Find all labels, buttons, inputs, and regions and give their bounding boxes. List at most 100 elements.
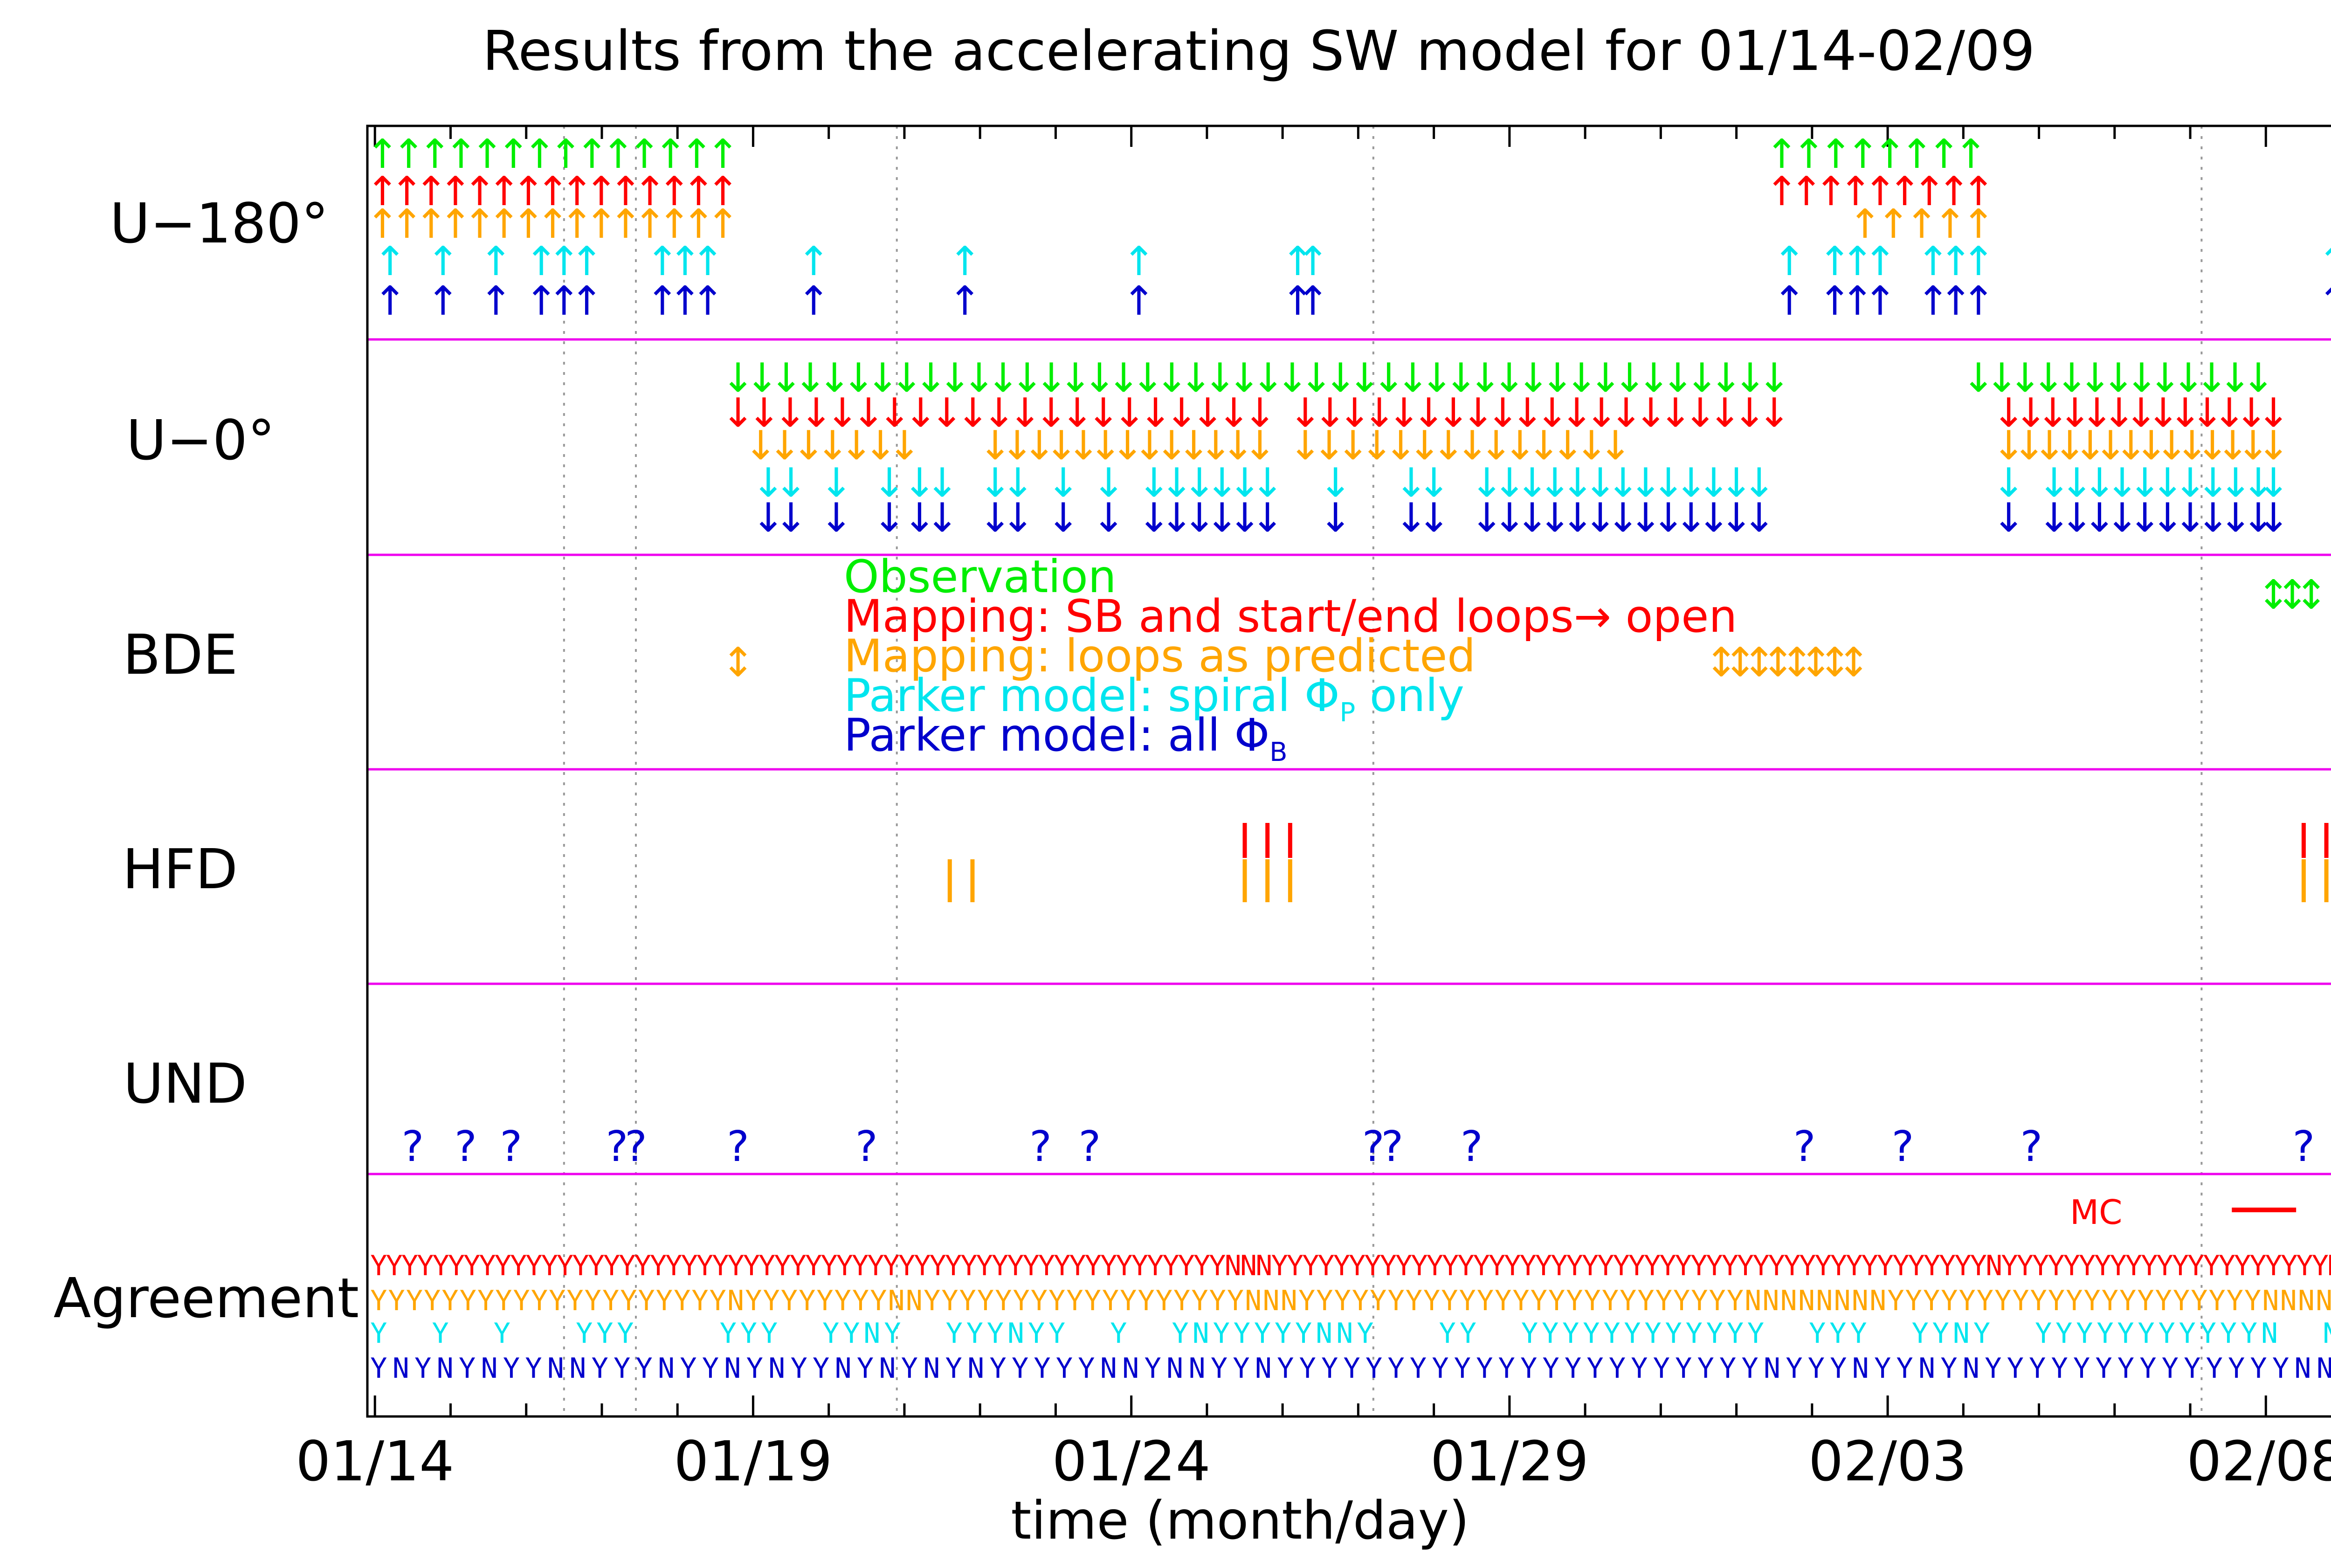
up-arrow-parker_all: ↑ (1841, 278, 1874, 325)
down-arrow-mapping_sb: ↓ (1609, 390, 1643, 436)
down-arrow-mapping_sb: ↓ (1243, 390, 1276, 436)
agreement-mark-parker_spiral: N (863, 1317, 880, 1350)
agreement-mark-mapping_sb: Y (1644, 1250, 1661, 1282)
agreement-mark-mapping_loops: Y (1477, 1285, 1494, 1317)
agreement-mark-parker_spiral: Y (1686, 1317, 1703, 1350)
agreement-mark-mapping_loops: Y (656, 1285, 673, 1317)
agreement-mark-mapping_loops: Y (1370, 1285, 1386, 1317)
down-arrow-mapping_sb: ↓ (1139, 390, 1172, 436)
down-arrow-mapping_loops: ↓ (888, 422, 921, 469)
agreement-mark-mapping_sb: Y (1038, 1250, 1055, 1282)
agreement-mark-mapping_sb: Y (1116, 1250, 1132, 1282)
down-arrow-observation: ↓ (2148, 355, 2182, 401)
down-arrow-parker_all: ↓ (2256, 495, 2290, 541)
down-arrow-mapping_sb: ↓ (2191, 390, 2224, 436)
agreement-mark-mapping_loops: Y (1905, 1285, 1922, 1317)
down-arrow-mapping_loops: ↓ (2155, 422, 2188, 469)
agreement-mark-mapping_sb: Y (1815, 1250, 1832, 1282)
agreement-mark-mapping_sb: Y (697, 1250, 713, 1282)
row-label-u180: U−180° (110, 191, 329, 256)
agreement-mark-mapping_loops: N (1852, 1285, 1869, 1317)
agreement-mark-parker_all: Y (2228, 1352, 2245, 1385)
agreement-mark-parker_all: Y (1874, 1352, 1891, 1385)
up-arrow-observation: ↑ (1873, 131, 1907, 178)
agreement-mark-mapping_loops: Y (1941, 1285, 1958, 1317)
agreement-mark-mapping_sb: Y (1613, 1250, 1630, 1282)
up-arrow-mapping_sb: ↑ (1839, 168, 1872, 215)
bde-mark-mapping-loops: ↕ (1742, 639, 1776, 686)
down-arrow-parker_spiral: ↓ (752, 460, 785, 506)
down-arrow-mapping_loops: ↓ (1599, 422, 1632, 469)
down-arrow-mapping_loops: ↓ (744, 422, 778, 469)
down-arrow-observation: ↓ (890, 355, 924, 401)
up-arrow-observation: ↑ (523, 131, 556, 178)
down-arrow-mapping_sb: ↓ (2058, 390, 2092, 436)
legend-parker-all: Parker model: all ΦB (844, 709, 1288, 767)
agreement-mark-parker_all: Y (901, 1352, 918, 1385)
down-arrow-parker_spiral: ↓ (820, 460, 853, 506)
up-arrow-parker_spiral: ↑ (1122, 238, 1156, 285)
data-marks: ↑↑↑↑↑↑↑↑↑↑↑↑↑↑ ↑↑↑↑↑↑↑↑↑↑↑↑↑↑↑↑↑↑↑↑↑↑↑ ↑↑↑… (366, 131, 2331, 1385)
down-arrow-parker_spiral: ↓ (2105, 460, 2139, 506)
agreement-mark-mapping_loops: Y (2155, 1285, 2172, 1317)
agreement-mark-mapping_sb: Y (634, 1250, 651, 1282)
agreement-mark-mapping_sb: Y (665, 1250, 682, 1282)
down-arrow-parker_spiral: ↓ (1674, 460, 1708, 506)
up-arrow-mapping_loops: ↑ (1905, 201, 1938, 248)
bde-mark-mapping-loops: ↕ (1780, 639, 1814, 686)
bde-mark-mapping-loops: ↕ (1704, 639, 1738, 686)
up-arrow-parker_all: ↑ (1122, 278, 1156, 325)
und-mark: ? (727, 1122, 749, 1171)
down-arrow-mapping_sb: ↓ (2213, 390, 2246, 436)
down-arrow-parker_all: ↓ (2173, 495, 2207, 541)
agreement-mark-parker_all: Y (1454, 1352, 1471, 1385)
down-arrow-parker_spiral: ↓ (2196, 460, 2230, 506)
agreement-mark-parker_all: Y (2095, 1352, 2112, 1385)
agreement-mark-mapping_sb: Y (2048, 1250, 2064, 1282)
agreement-mark-parker_spiral: Y (1644, 1317, 1661, 1350)
agreement-mark-mapping_loops: Y (1727, 1285, 1744, 1317)
down-arrow-mapping_loops: ↓ (2256, 422, 2290, 469)
down-arrow-parker_all: ↓ (1742, 495, 1776, 541)
agreement-mark-parker_spiral: Y (1521, 1317, 1538, 1350)
down-arrow-parker_spiral: ↓ (1697, 460, 1731, 506)
agreement-mark-parker_spiral: Y (2138, 1317, 2155, 1350)
agreement-mark-mapping_loops: Y (710, 1285, 726, 1317)
down-arrow-mapping_loops: ↓ (1992, 422, 2026, 469)
agreement-mark-mapping_sb: Y (370, 1250, 387, 1282)
up-arrow-mapping_sb: ↑ (511, 168, 545, 215)
agreement-mark-parker_all: Y (636, 1352, 653, 1385)
down-arrow-mapping_sb: ↓ (1585, 390, 1618, 436)
agreement-mark-mapping_sb: Y (417, 1250, 434, 1282)
agreement-mark-parker_all: Y (1145, 1352, 1161, 1385)
agreement-mark-parker_all: N (658, 1352, 675, 1385)
agreement-mark-mapping_sb: Y (1147, 1250, 1164, 1282)
down-arrow-parker_spiral: ↓ (872, 460, 906, 506)
down-arrow-observation: ↓ (1492, 355, 1526, 401)
down-arrow-parker_all: ↓ (2151, 495, 2184, 541)
agreement-mark-mapping_loops: N (2316, 1285, 2331, 1317)
agreement-mark-parker_all: N (724, 1352, 741, 1385)
down-arrow-observation: ↓ (1155, 355, 1188, 401)
down-arrow-mapping_sb: ↓ (747, 390, 781, 436)
agreement-mark-parker_all: Y (1277, 1352, 1294, 1385)
und-mark: ? (1029, 1122, 1052, 1171)
agreement-mark-mapping_sb: Y (1551, 1250, 1567, 1282)
up-arrow-observation: ↑ (1954, 131, 1988, 178)
down-arrow-parker_all: ↓ (1584, 495, 1617, 541)
up-arrow-observation: ↑ (497, 131, 530, 178)
down-arrow-observation: ↓ (1396, 355, 1429, 401)
down-arrow-mapping_sb: ↓ (2256, 390, 2290, 436)
down-arrow-mapping_loops: ↓ (2114, 422, 2148, 469)
down-arrow-mapping_loops: ↓ (1575, 422, 1608, 469)
agreement-mark-parker_all: Y (1410, 1352, 1427, 1385)
up-arrow-mapping_sb: ↑ (439, 168, 472, 215)
agreement-mark-parker_spiral: N (1193, 1317, 1209, 1350)
und-mark: ? (606, 1122, 628, 1171)
agreement-mark-parker_spiral: Y (1727, 1317, 1744, 1350)
agreement-mark-mapping_sb: Y (898, 1250, 915, 1282)
bde-mark-mapping-loops: ↕ (1724, 639, 1757, 686)
und-mark: ? (401, 1122, 424, 1171)
down-arrow-parker_all: ↓ (1417, 495, 1451, 541)
down-arrow-mapping_loops: ↓ (864, 422, 897, 469)
